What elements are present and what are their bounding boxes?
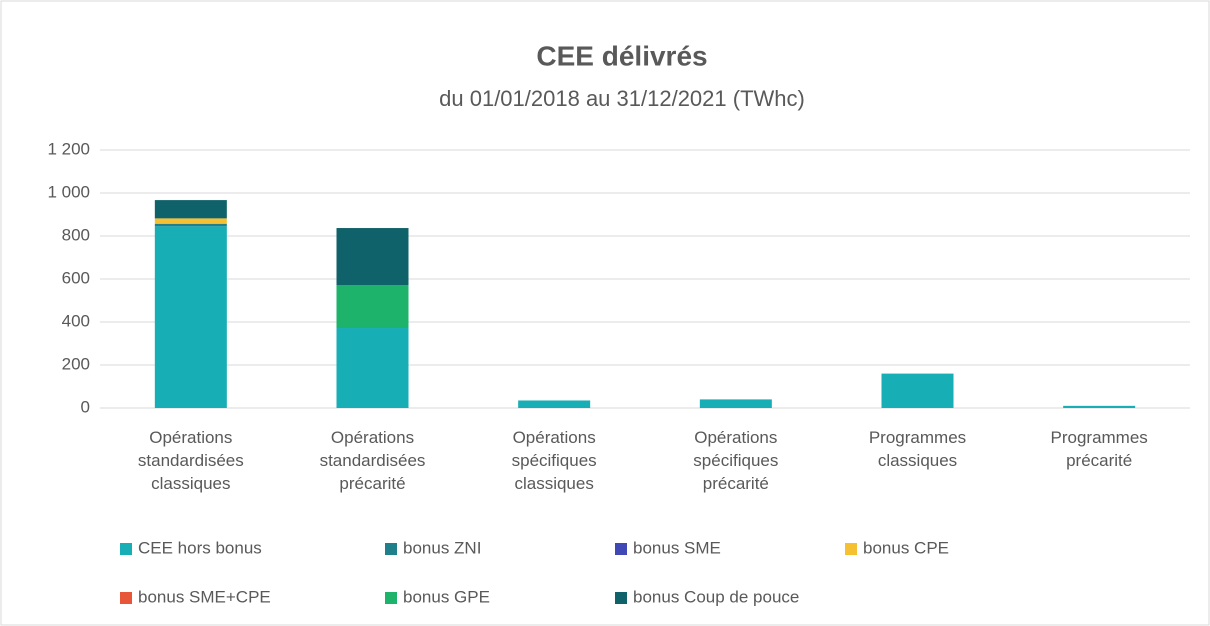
y-tick-label: 1 200 [47,139,90,158]
legend-label: bonus SME+CPE [138,587,271,606]
legend-label: bonus CPE [863,538,949,557]
bar-segment [154,223,227,227]
legend-label: bonus SME [633,538,721,557]
legend-swatch [385,543,397,555]
chart-subtitle: du 01/01/2018 au 31/12/2021 (TWhc) [439,86,805,111]
x-tick-label: Programmes classiques [868,428,967,470]
y-tick-label: 400 [62,311,90,330]
bar-segment [518,400,591,408]
legend-label: bonus ZNI [403,538,481,557]
bar-segment [881,373,954,408]
x-tick-label-box: Opérations spécifiques classiques [511,428,597,493]
legend-label: bonus GPE [403,587,490,606]
x-tick-label: Opérations standardisées classiques [137,428,244,493]
legend-label: bonus Coup de pouce [633,587,799,606]
x-tick-label-box: Programmes classiques [868,428,967,470]
y-tick-label: 1 000 [47,182,90,201]
x-tick-label: Opérations standardisées précarité [319,428,426,493]
x-tick-label-box: Opérations standardisées classiques [137,428,244,493]
x-tick-label: Programmes précarité [1050,428,1148,470]
x-tick-label-box: Programmes précarité [1050,428,1148,470]
legend-swatch [120,592,132,604]
bar-segment [154,200,227,219]
legend-label: CEE hors bonus [138,538,262,557]
y-tick-label: 200 [62,354,90,373]
y-tick-label: 600 [62,268,90,287]
bar-segment [336,228,409,286]
y-tick-label: 0 [81,397,90,416]
bar-segment [154,218,227,224]
legend-swatch [615,543,627,555]
bar-segment [336,285,409,329]
legend-swatch [845,543,857,555]
legend-swatch [615,592,627,604]
bar-segment [699,399,772,408]
x-tick-label-box: Opérations spécifiques précarité [693,428,779,493]
chart-title: CEE délivrés [536,40,707,71]
bar-segment [336,328,409,408]
x-tick-label: Opérations spécifiques classiques [511,428,597,493]
y-tick-label: 800 [62,225,90,244]
bar-segment [154,226,227,408]
bar-segment [1063,405,1136,408]
x-tick-label: Opérations spécifiques précarité [693,428,779,493]
legend-swatch [120,543,132,555]
legend-swatch [385,592,397,604]
x-tick-label-box: Opérations standardisées précarité [319,428,426,493]
